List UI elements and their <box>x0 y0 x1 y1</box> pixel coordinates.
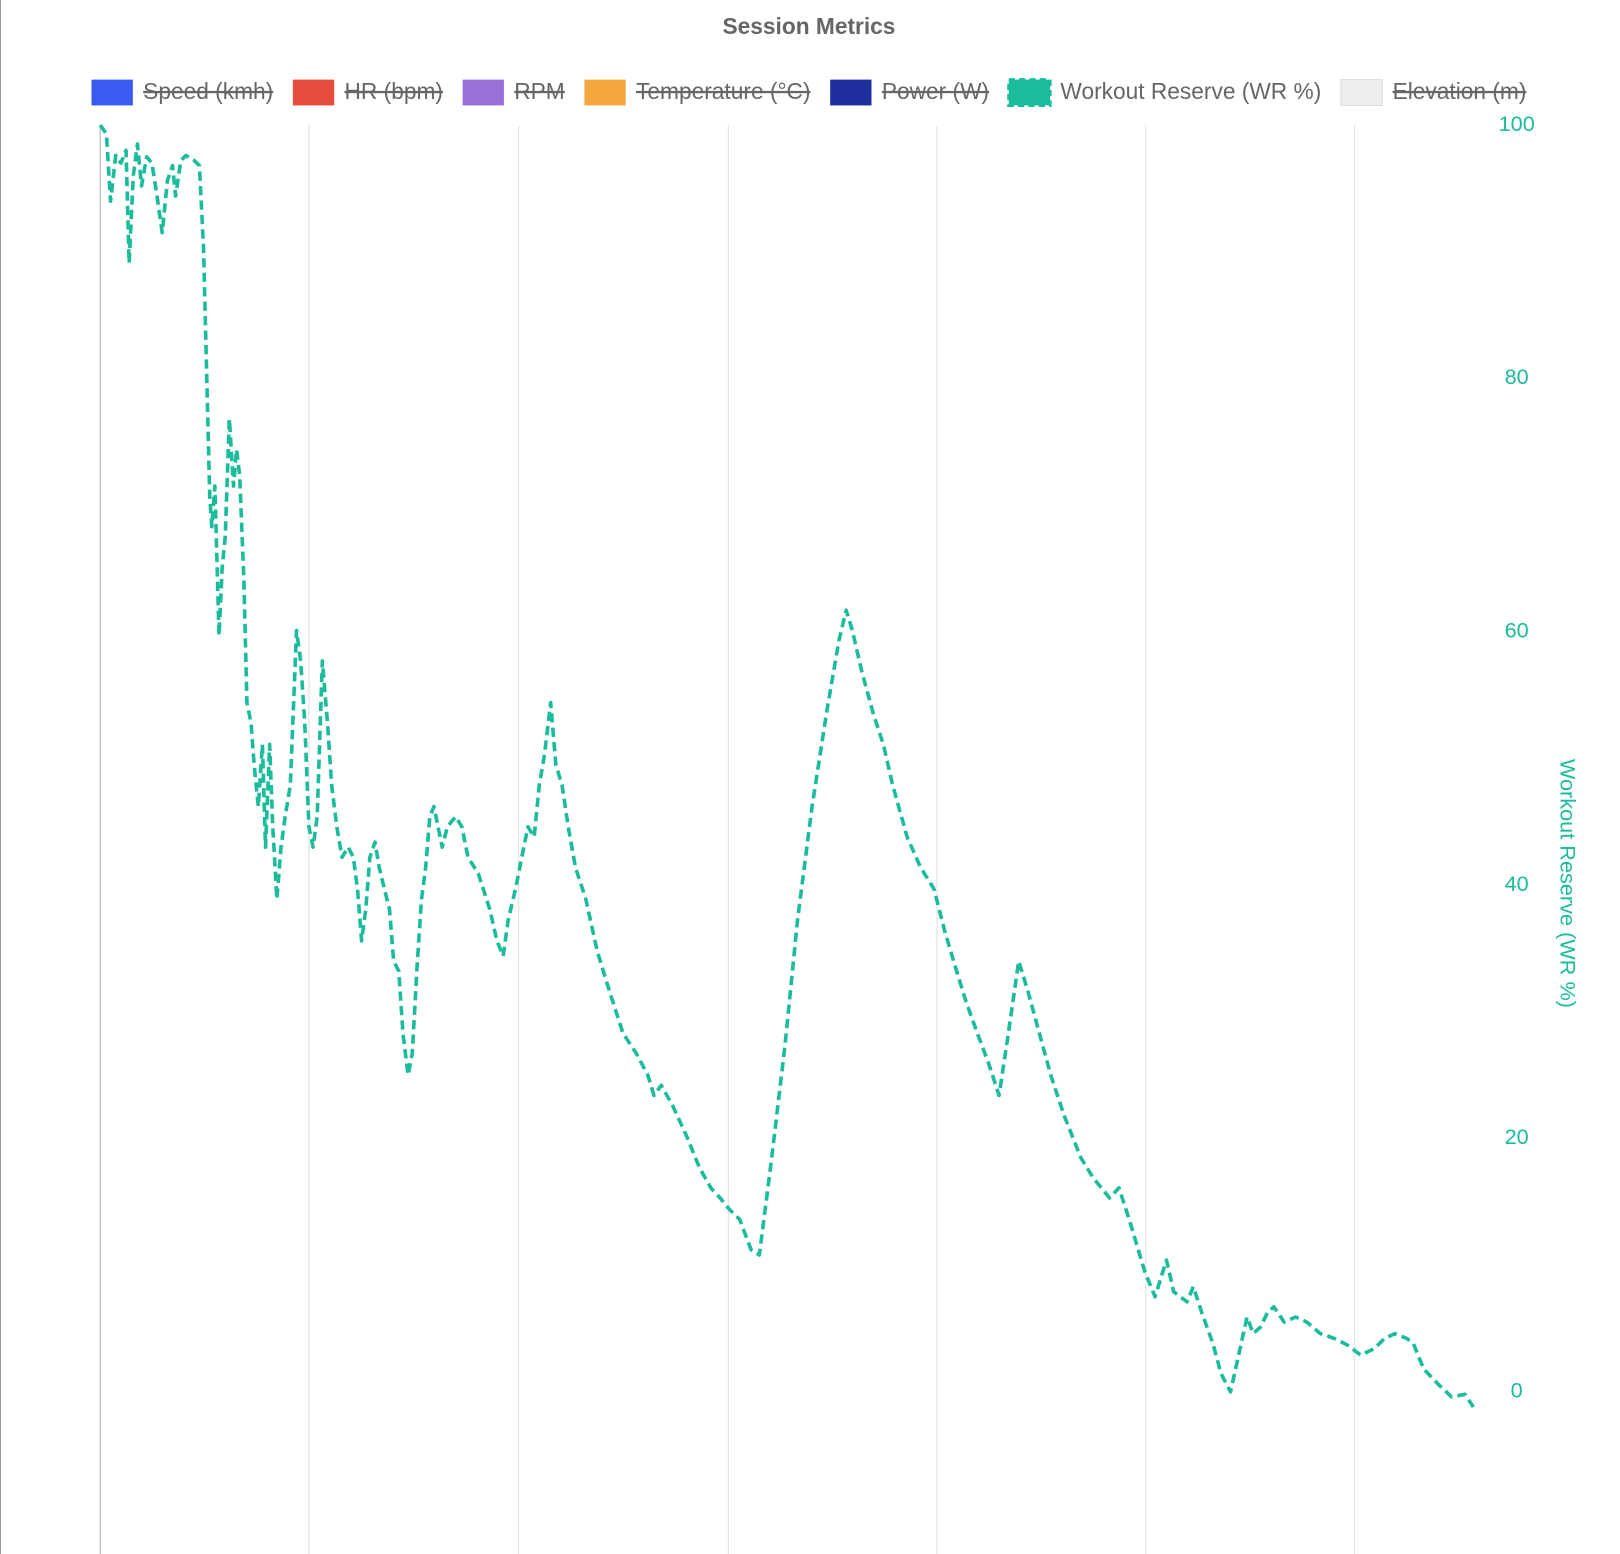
legend-item[interactable]: Power (W) <box>830 78 989 106</box>
legend-swatch <box>91 79 133 106</box>
legend-swatch <box>1007 78 1052 107</box>
legend-item[interactable]: Temperature (°C) <box>584 78 811 106</box>
legend-item[interactable]: Elevation (m) <box>1340 78 1527 106</box>
legend-label: Elevation (m) <box>1393 78 1527 104</box>
legend-label: HR (bpm) <box>345 78 443 104</box>
legend-swatch <box>584 79 626 106</box>
legend-swatch <box>830 79 872 106</box>
y2-tick-label: 60 <box>1505 617 1529 642</box>
y2-tick-label: 0 <box>1511 1378 1523 1403</box>
chart-title: Session Metrics <box>722 13 895 39</box>
y2-axis-label: Workout Reserve (WR %) <box>1556 759 1581 1008</box>
y2-tick-label: 40 <box>1505 871 1529 896</box>
legend-item[interactable]: Workout Reserve (WR %) <box>1007 78 1322 107</box>
legend: Speed (kmh) HR (bpm) RPM Temperature (°C) Po… <box>91 78 1527 107</box>
legend-label: Power (W) <box>882 78 989 104</box>
legend-label: Temperature (°C) <box>636 78 810 104</box>
y2-tick-label: 80 <box>1505 364 1529 389</box>
legend-label: RPM <box>514 78 565 104</box>
legend-item[interactable]: RPM <box>462 78 565 106</box>
y2-tick-label: 20 <box>1505 1124 1529 1149</box>
legend-label: Workout Reserve (WR %) <box>1060 78 1321 104</box>
legend-swatch <box>462 79 504 106</box>
legend-item[interactable]: HR (bpm) <box>292 78 443 106</box>
y2-tick-label: 100 <box>1499 111 1535 136</box>
wr-line <box>98 124 1475 1409</box>
legend-swatch <box>1340 79 1383 106</box>
legend-label: Speed (kmh) <box>143 78 273 104</box>
legend-swatch <box>292 79 335 106</box>
y2-axis: 0 20 40 60 80 100 Workout Reserve (WR %) <box>1499 111 1581 1403</box>
legend-item[interactable]: Speed (kmh) <box>91 78 274 106</box>
grid <box>99 125 1356 1554</box>
plot <box>98 124 1475 1409</box>
